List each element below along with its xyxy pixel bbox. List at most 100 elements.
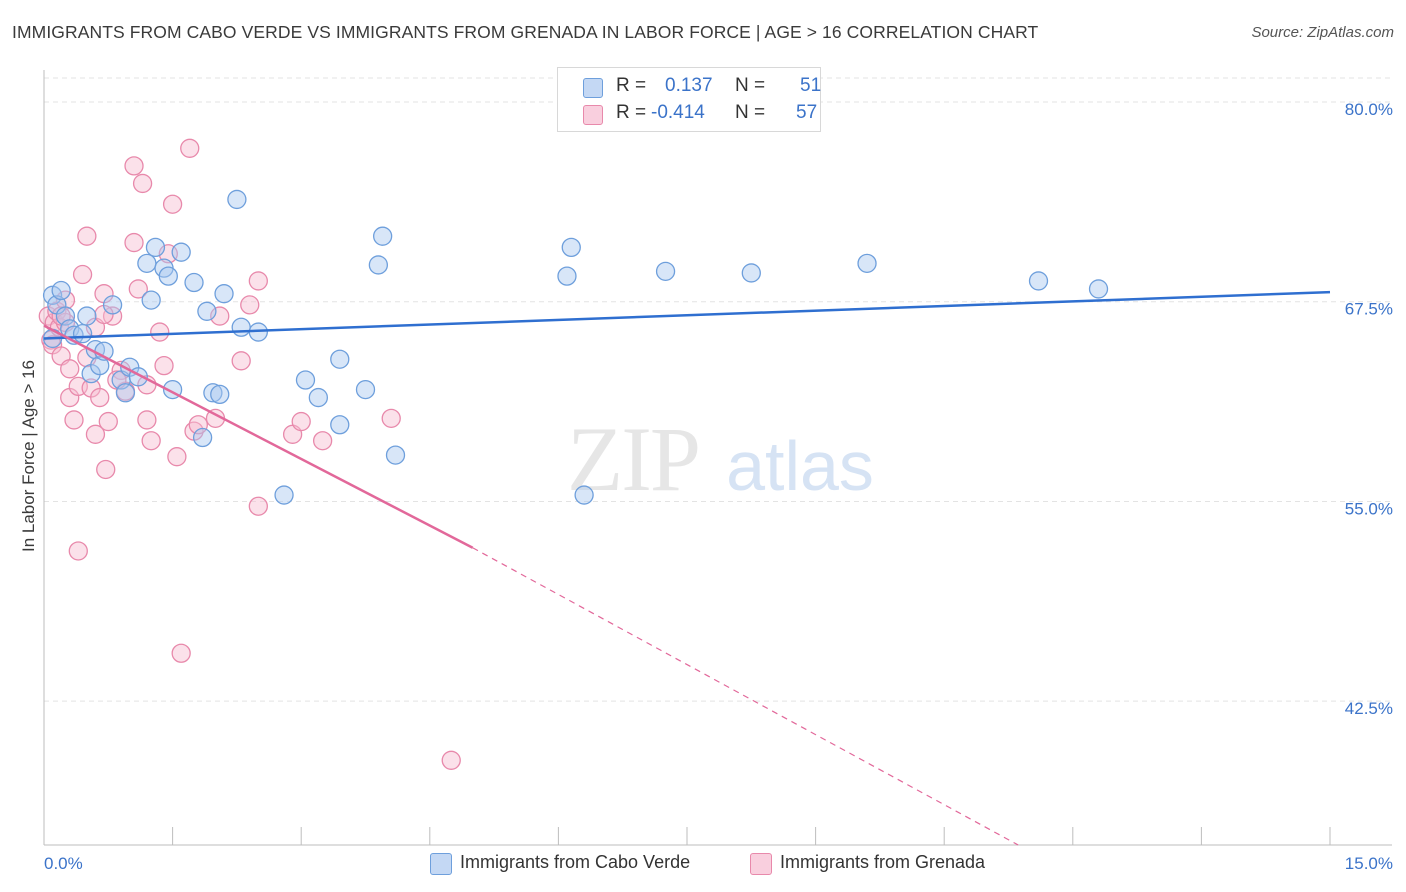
- grenada-point: [124, 232, 144, 253]
- grenada-trend-line: [43, 324, 474, 549]
- cabo-verde-point: [330, 415, 350, 435]
- grenada-point: [98, 411, 118, 432]
- cabo-verde-point: [655, 261, 676, 281]
- cabo-verde-points: [42, 189, 1109, 505]
- cabo-verde-point: [137, 253, 157, 274]
- grenada-point: [96, 459, 116, 480]
- y-tick-label: 42.5%: [1345, 699, 1393, 718]
- legend-n-value: 57: [796, 102, 818, 123]
- cabo-verde-point: [557, 266, 577, 286]
- x-tick-label: 15.0%: [1345, 854, 1393, 873]
- grenada-point: [68, 541, 88, 561]
- cabo-verde-point: [741, 263, 761, 283]
- legend-r-value: 0.137: [665, 75, 713, 96]
- grenada-point: [162, 194, 183, 214]
- cabo-verde-point: [308, 387, 328, 408]
- grenada-point: [167, 447, 187, 467]
- legend-swatch-blue: [583, 78, 603, 98]
- grenada-point: [128, 279, 148, 299]
- trend-lines: [43, 290, 1331, 846]
- series-name: Immigrants from Cabo Verde: [460, 852, 691, 872]
- grenada-point: [188, 415, 208, 435]
- grenada-point: [312, 431, 333, 451]
- cabo-verde-trend-line: [43, 290, 1331, 340]
- cabo-verde-point: [561, 237, 581, 258]
- chart-title: IMMIGRANTS FROM CABO VERDE VS IMMIGRANTS…: [12, 22, 1039, 42]
- grenada-point: [60, 359, 80, 379]
- grenada-point: [231, 351, 251, 371]
- grenada-point: [150, 322, 170, 342]
- grenada-point: [90, 387, 110, 408]
- cabo-verde-point: [1088, 279, 1109, 299]
- cabo-verde-point: [574, 485, 594, 505]
- grenada-point: [154, 355, 174, 376]
- x-tick-label: 0.0%: [44, 854, 83, 873]
- cabo-verde-point: [210, 384, 230, 405]
- source-label: Source: ZipAtlas.com: [1251, 24, 1394, 41]
- watermark-atlas: atlas: [726, 427, 874, 505]
- cabo-verde-point: [141, 290, 161, 310]
- grenada-point: [124, 156, 144, 176]
- legend-swatch-pink: [583, 105, 603, 125]
- y-tick-label: 67.5%: [1345, 300, 1393, 319]
- grenada-point: [291, 411, 311, 432]
- cabo-verde-point: [372, 226, 393, 246]
- watermark: ZIP atlas: [567, 408, 874, 510]
- tick-labels: 80.0% 67.5% 55.0% 42.5% 0.0% 15.0%: [44, 100, 1393, 873]
- grenada-point: [85, 424, 106, 444]
- grenada-point: [180, 138, 200, 158]
- y-tick-label: 55.0%: [1345, 499, 1393, 518]
- series-name: Immigrants from Grenada: [780, 852, 986, 872]
- cabo-verde-point: [197, 301, 217, 321]
- cabo-verde-point: [102, 295, 123, 315]
- grenada-point: [77, 226, 97, 246]
- grenada-point: [64, 410, 84, 430]
- correlation-legend: R = 0.137 N = 51 R = -0.414 N = 57: [557, 67, 821, 132]
- legend-r-value: -0.414: [651, 102, 705, 123]
- cabo-verde-point: [72, 324, 93, 344]
- grenada-trend-extension: [472, 547, 1019, 846]
- legend-swatch-pink: [750, 853, 772, 875]
- cabo-verde-point: [214, 284, 234, 304]
- grenada-point: [381, 408, 401, 429]
- watermark-zip: ZIP: [567, 408, 699, 510]
- grenada-point: [248, 496, 268, 516]
- legend-n-label: N =: [735, 102, 766, 123]
- cabo-verde-point: [192, 427, 213, 448]
- legend-r-label: R =: [616, 75, 647, 96]
- cabo-verde-point: [368, 255, 389, 275]
- grenada-point: [141, 431, 161, 451]
- cabo-verde-point: [385, 445, 406, 465]
- grenada-point: [171, 643, 191, 663]
- grid-lines: [44, 77, 1392, 702]
- legend-n-label: N =: [735, 75, 766, 96]
- grenada-point: [248, 271, 268, 291]
- cabo-verde-point: [857, 253, 877, 274]
- cabo-verde-point: [274, 485, 294, 505]
- cabo-verde-point: [51, 280, 71, 301]
- cabo-verde-point: [171, 242, 191, 262]
- cabo-verde-point: [158, 266, 178, 286]
- cabo-verde-point: [355, 379, 376, 400]
- grenada-points: [38, 138, 461, 770]
- legend-swatch-blue: [430, 853, 452, 875]
- cabo-verde-point: [227, 189, 247, 210]
- axes: [43, 70, 1392, 846]
- cabo-verde-point: [184, 272, 204, 293]
- y-axis-label: In Labor Force | Age > 16: [19, 360, 38, 552]
- cabo-verde-point: [231, 317, 251, 337]
- cabo-verde-point: [77, 306, 97, 326]
- grenada-point: [132, 173, 153, 194]
- grenada-point: [72, 264, 93, 285]
- cabo-verde-point: [295, 370, 316, 390]
- cabo-verde-point: [203, 383, 223, 403]
- cabo-verde-point: [90, 355, 110, 376]
- grenada-point: [137, 410, 157, 430]
- grenada-point: [441, 750, 461, 770]
- y-tick-label: 80.0%: [1345, 100, 1393, 119]
- cabo-verde-point: [145, 237, 166, 258]
- cabo-verde-point: [1028, 271, 1049, 291]
- legend-r-label: R =: [616, 102, 647, 123]
- grenada-point: [240, 295, 260, 315]
